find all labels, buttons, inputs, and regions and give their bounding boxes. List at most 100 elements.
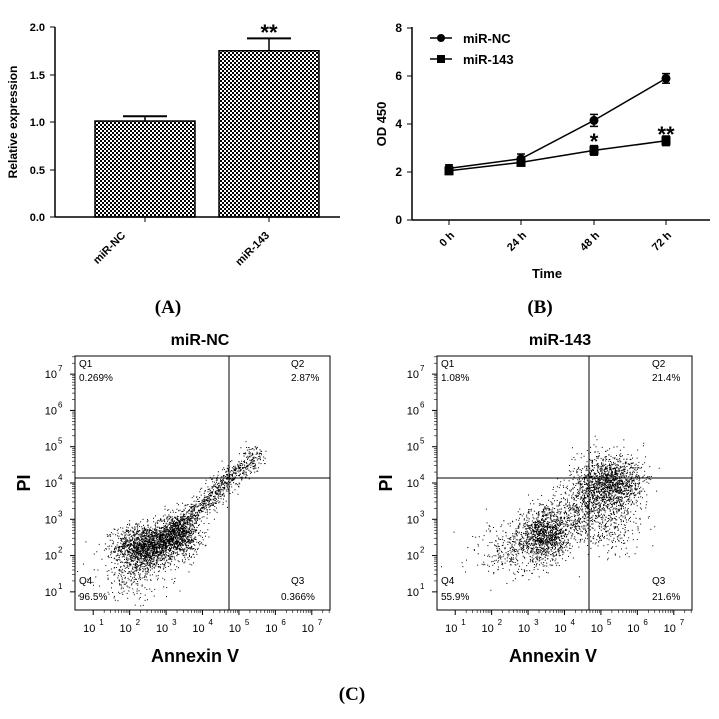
c2-q1-value: 1.08%	[441, 373, 469, 384]
a-xtick-label-mir-143: miR-143	[233, 230, 272, 269]
x-tick-label: 10	[482, 623, 494, 635]
y-tick-label: 10	[407, 514, 419, 526]
x-tick-label: 10	[156, 623, 168, 635]
y-tick-exponent: 7	[420, 364, 425, 373]
x-tick-exponent: 7	[680, 618, 685, 627]
x-tick-exponent: 4	[571, 618, 576, 627]
c1-q3-name: Q3	[291, 576, 305, 587]
x-tick-exponent: 5	[607, 618, 612, 627]
legend-label-mir-nc: miR-NC	[463, 31, 511, 46]
c1-dots	[77, 441, 267, 607]
x-tick-label: 10	[229, 623, 241, 635]
y-tick-exponent: 2	[420, 546, 425, 555]
bar-mir-nc	[94, 120, 196, 218]
x-tick-label: 10	[445, 623, 457, 635]
b-xtick-label: 24 h	[505, 229, 529, 253]
y-tick-exponent: 6	[58, 400, 63, 409]
b-legend: miR-NC miR-143	[430, 31, 514, 67]
c2-q1-name: Q1	[441, 359, 455, 370]
b-xtick-label: 48 h	[578, 229, 602, 253]
series-line-mir-143	[448, 140, 667, 172]
y-tick-label: 10	[407, 478, 419, 490]
panel-a-marks	[94, 37, 320, 222]
point-square	[589, 145, 599, 155]
c2-q4-name: Q4	[441, 576, 455, 587]
a-ytick-label: 1.0	[30, 117, 45, 129]
y-tick-label: 10	[407, 369, 419, 381]
panel-b-x-ticks: 0 h 24 h 48 h 72 h	[437, 220, 674, 254]
a-ytick-label: 2.0	[30, 22, 45, 34]
x-tick-label: 10	[83, 623, 95, 635]
y-tick-exponent: 1	[420, 582, 425, 591]
c2-ylabel: PI	[376, 474, 396, 491]
panel-label-a: (A)	[155, 297, 181, 318]
c2-ticks: 1011011021021031031041041051051061061071…	[407, 356, 692, 635]
c2-q4-value: 55.9%	[441, 592, 469, 603]
b-ylabel: OD 450	[374, 102, 389, 147]
x-tick-exponent: 3	[534, 618, 539, 627]
event-dots	[441, 435, 660, 591]
b-ytick-label: 4	[395, 117, 402, 131]
x-tick-exponent: 6	[643, 618, 648, 627]
c2-q3-name: Q3	[652, 576, 666, 587]
panel-label-c: (C)	[339, 684, 365, 705]
panel-a-y-ticks: 0.0 0.5 1.0 1.5 2.0	[30, 22, 55, 224]
point-square	[444, 166, 454, 176]
panel-b-line-chart: 0 2 4 6 8 0 h 24 h 48 h 72 h OD 450 Time	[374, 21, 710, 318]
b-ytick-label: 0	[395, 213, 402, 227]
c1-xlabel: Annexin V	[151, 646, 239, 666]
y-tick-label: 10	[407, 442, 419, 454]
b-significance-72h: **	[657, 122, 675, 147]
b-significance-48h: *	[590, 129, 599, 154]
x-tick-exponent: 2	[136, 618, 141, 627]
b-xtick-label: 0 h	[437, 229, 457, 249]
point-square	[516, 157, 526, 167]
panel-label-b: (B)	[527, 297, 552, 318]
panel-c-flow-mir-143: miR-143 10110110210210310310410410510510…	[376, 332, 693, 666]
c2-title: miR-143	[529, 332, 591, 349]
x-tick-label: 10	[302, 623, 314, 635]
a-ytick-label: 1.5	[30, 70, 45, 82]
b-ytick-label: 6	[395, 69, 402, 83]
c1-title: miR-NC	[171, 332, 230, 349]
x-tick-label: 10	[265, 623, 277, 635]
c2-q2-name: Q2	[652, 359, 666, 370]
y-tick-label: 10	[45, 514, 57, 526]
y-tick-label: 10	[407, 587, 419, 599]
point-circle	[589, 115, 599, 125]
c2-dots	[441, 435, 660, 591]
x-tick-exponent: 3	[172, 618, 177, 627]
legend-marker-square	[437, 55, 445, 63]
y-tick-exponent: 6	[420, 400, 425, 409]
y-tick-exponent: 3	[58, 509, 63, 518]
c1-plot-frame	[74, 355, 331, 611]
x-tick-exponent: 2	[498, 618, 503, 627]
y-tick-exponent: 5	[58, 437, 63, 446]
y-tick-label: 10	[45, 551, 57, 563]
point-circle	[661, 73, 671, 83]
b-ytick-label: 2	[395, 165, 402, 179]
x-tick-exponent: 1	[99, 618, 104, 627]
c2-q2-value: 21.4%	[652, 373, 680, 384]
point-square	[661, 136, 671, 146]
x-tick-label: 10	[664, 623, 676, 635]
c1-q2-value: 2.87%	[291, 373, 319, 384]
x-tick-label: 10	[518, 623, 530, 635]
y-tick-exponent: 4	[58, 473, 63, 482]
a-ylabel: Relative expression	[6, 66, 20, 179]
a-significance-mir-143: **	[260, 20, 278, 45]
bar-mir-143	[218, 50, 320, 218]
a-ytick-label: 0.5	[30, 165, 45, 177]
panel-b-marks	[444, 72, 671, 176]
x-tick-label: 10	[627, 623, 639, 635]
y-tick-exponent: 4	[420, 473, 425, 482]
c1-q4-name: Q4	[79, 576, 93, 587]
c1-q2-name: Q2	[291, 359, 305, 370]
panel-b-y-ticks: 0 2 4 6 8	[395, 21, 412, 227]
x-tick-exponent: 1	[461, 618, 466, 627]
a-xtick-label-mir-nc: miR-NC	[91, 230, 128, 267]
c1-ylabel: PI	[14, 474, 34, 491]
c2-q3-value: 21.6%	[652, 592, 680, 603]
y-tick-label: 10	[45, 442, 57, 454]
